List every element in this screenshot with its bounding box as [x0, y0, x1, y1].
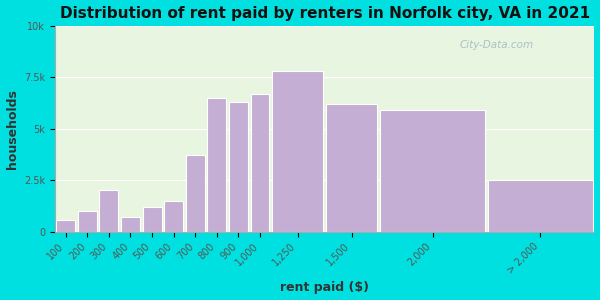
Bar	[121, 217, 140, 232]
Bar	[186, 155, 205, 232]
Bar	[143, 207, 161, 232]
X-axis label: rent paid ($): rent paid ($)	[280, 281, 369, 294]
Bar	[272, 71, 323, 232]
Bar	[251, 94, 269, 232]
Bar	[488, 180, 593, 232]
Y-axis label: households: households	[5, 89, 19, 169]
Bar	[164, 201, 183, 232]
Bar	[78, 211, 97, 232]
Text: City-Data.com: City-Data.com	[460, 40, 533, 50]
Title: Distribution of rent paid by renters in Norfolk city, VA in 2021: Distribution of rent paid by renters in …	[59, 6, 590, 21]
Bar	[229, 102, 248, 232]
Bar	[56, 220, 75, 232]
Bar	[326, 104, 377, 232]
Bar	[208, 98, 226, 232]
Bar	[100, 190, 118, 232]
Bar	[380, 110, 485, 232]
